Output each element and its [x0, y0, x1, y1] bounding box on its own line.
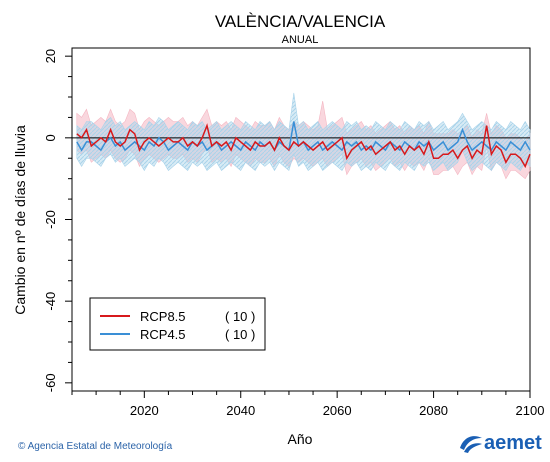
legend-label-rcp45: RCP4.5: [140, 327, 186, 342]
chart-subtitle: ANUAL: [282, 34, 319, 46]
legend-count-rcp45: ( 10 ): [225, 327, 255, 342]
y-tick-label: -40: [43, 292, 58, 311]
band-rcp45: [76, 92, 531, 172]
legend-count-rcp85: ( 10 ): [225, 309, 255, 324]
credit-label: Agencia Estatal de Meteorología: [27, 441, 173, 452]
series-lines: [76, 121, 531, 169]
x-axis-label: Año: [288, 431, 313, 447]
series-line-rcp85: [76, 123, 531, 169]
y-tick-label: 20: [43, 49, 58, 63]
plot-area: 2020 2040 2060 2080 2100 20 0 -20 -40 -60: [43, 47, 545, 418]
brand-name: aemet: [484, 432, 542, 454]
x-tick-label: 2100: [516, 403, 545, 418]
credit-text: © Agencia Estatal de Meteorología: [18, 441, 172, 452]
legend-label-rcp85: RCP8.5: [140, 309, 186, 324]
x-tick-label: 2020: [130, 403, 159, 418]
y-tick-label: 0: [43, 134, 58, 141]
x-axis: 2020 2040 2060 2080 2100: [71, 391, 545, 418]
x-tick-label: 2060: [323, 403, 352, 418]
y-axis-label: Cambio en nº de días de lluvia: [12, 125, 28, 315]
copyright-icon: ©: [18, 441, 26, 452]
chart-title: VALÈNCIA/VALENCIA: [215, 12, 386, 31]
y-tick-label: -20: [43, 210, 58, 229]
y-tick-label: -60: [43, 373, 58, 392]
legend: RCP8.5 ( 10 ) RCP4.5 ( 10 ): [89, 297, 266, 351]
y-axis: 20 0 -20 -40 -60: [43, 49, 72, 392]
legend-box: [89, 297, 266, 351]
x-tick-label: 2080: [419, 403, 448, 418]
aemet-logo-icon: [460, 436, 482, 453]
uncertainty-bands: [76, 92, 531, 180]
x-tick-label: 2040: [226, 403, 255, 418]
